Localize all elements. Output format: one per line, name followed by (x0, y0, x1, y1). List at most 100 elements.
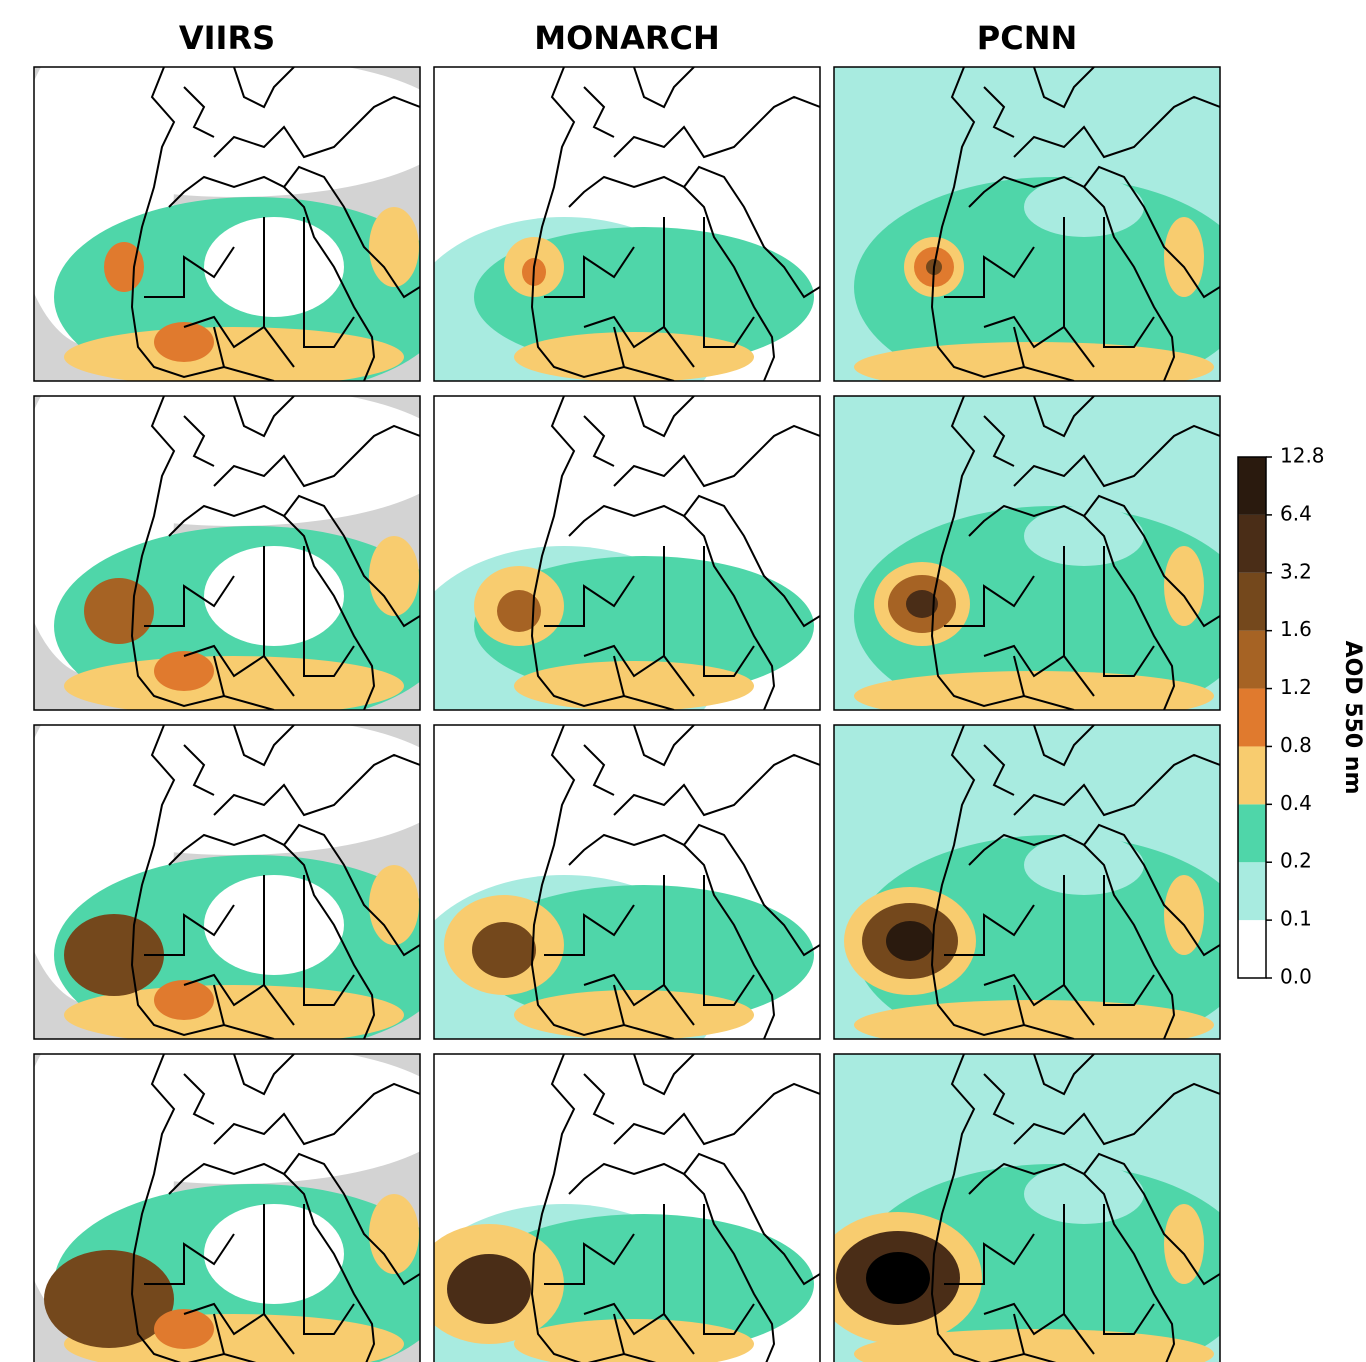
colorbar-tick-label: 1.6 (1280, 617, 1312, 641)
aod-region (886, 921, 934, 961)
aod-region (854, 506, 1220, 710)
aod-region (474, 1214, 814, 1354)
coastline (930, 725, 1220, 1039)
aod-region (1164, 217, 1204, 297)
aod-region (1164, 875, 1204, 955)
colorbar-tick-label: 6.4 (1280, 501, 1312, 525)
colorbar-bin (1238, 457, 1266, 515)
panel-frame (433, 1053, 821, 1362)
colorbar-bin (1238, 688, 1266, 747)
aod-region (474, 885, 814, 1025)
aod-region (834, 1054, 1220, 1164)
colorbar-bin (1238, 630, 1266, 689)
colorbar-label: AOD 550 nm (1340, 641, 1365, 795)
map-panel (834, 396, 1220, 710)
panel-frame (833, 66, 1221, 382)
coastline (130, 67, 420, 381)
aod-region (64, 985, 404, 1039)
aod-region (204, 1204, 344, 1304)
aod-region (64, 914, 164, 996)
column-title: VIIRS (179, 19, 275, 57)
coastline (130, 396, 420, 710)
aod-region (514, 332, 754, 381)
map-panel (434, 396, 820, 710)
coastline (530, 725, 820, 1039)
panel-frame (33, 395, 421, 711)
column-title: PCNN (977, 19, 1078, 57)
map-panel (34, 67, 420, 381)
aod-region (497, 590, 541, 632)
panel-frame (433, 395, 821, 711)
panel-frame (833, 395, 1221, 711)
aod-region (154, 651, 214, 691)
map-panel (434, 1054, 820, 1362)
coastline (930, 1054, 1220, 1362)
colorbar-tick-label: 12.8 (1280, 444, 1325, 468)
colorbar-bin (1238, 804, 1266, 863)
coastline (130, 1054, 420, 1362)
colorbar-bin (1238, 514, 1266, 573)
aod-region (1024, 506, 1144, 566)
map-panel (34, 1054, 420, 1362)
aod-region (369, 536, 419, 616)
panel-frame (433, 724, 821, 1040)
coastline (130, 725, 420, 1039)
map-panel (434, 67, 820, 381)
coastline (530, 396, 820, 710)
colorbar-tick-label: 3.2 (1280, 559, 1312, 583)
column-title: MONARCH (534, 19, 720, 57)
aod-region (834, 396, 1220, 506)
colorbar-tick-label: 0.8 (1280, 733, 1312, 757)
aod-region (84, 578, 154, 644)
aod-region (1164, 1204, 1204, 1284)
aod-region (514, 661, 754, 710)
coastline (530, 67, 820, 381)
coastline (530, 1054, 820, 1362)
panel-frame (33, 66, 421, 382)
aod-region (1164, 546, 1204, 626)
aod-region (64, 656, 404, 710)
aod-region (64, 327, 404, 381)
colorbar-frame (1237, 456, 1267, 979)
panel-frame (433, 66, 821, 382)
aod-region (866, 1252, 930, 1304)
aod-region (854, 835, 1220, 1039)
colorbar-tick-label: 0.4 (1280, 791, 1312, 815)
map-panel (34, 396, 420, 710)
aod-region (204, 875, 344, 975)
aod-region (369, 865, 419, 945)
colorbar-tick-label: 1.2 (1280, 675, 1312, 699)
aod-region (369, 207, 419, 287)
colorbar-tick-label: 0.1 (1280, 907, 1312, 931)
colorbar-bin (1238, 746, 1266, 805)
aod-region (906, 590, 938, 618)
aod-region (854, 1000, 1214, 1039)
aod-region (834, 725, 1220, 835)
aod-region (854, 671, 1214, 710)
map-panel (834, 67, 1220, 381)
aod-region (154, 1309, 214, 1349)
coastline (930, 67, 1220, 381)
aod-region (154, 980, 214, 1020)
aod-region (1024, 835, 1144, 895)
aod-region (447, 1254, 531, 1324)
panel-frame (833, 1053, 1221, 1362)
aod-region (834, 67, 1220, 177)
aod-region (1024, 1164, 1144, 1224)
aod-region (204, 546, 344, 646)
colorbar-bin (1238, 572, 1266, 631)
panel-frame (33, 724, 421, 1040)
aod-region (854, 342, 1214, 381)
aod-region (514, 990, 754, 1039)
map-panel (34, 725, 420, 1039)
aod-region (204, 217, 344, 317)
map-panel (834, 1054, 1220, 1362)
coastline (930, 396, 1220, 710)
map-panel (834, 725, 1220, 1039)
panel-frame (33, 1053, 421, 1362)
map-panel (434, 725, 820, 1039)
colorbar-bin (1238, 920, 1266, 978)
colorbar-bin (1238, 862, 1266, 921)
colorbar-tick-label: 0.0 (1280, 965, 1312, 989)
